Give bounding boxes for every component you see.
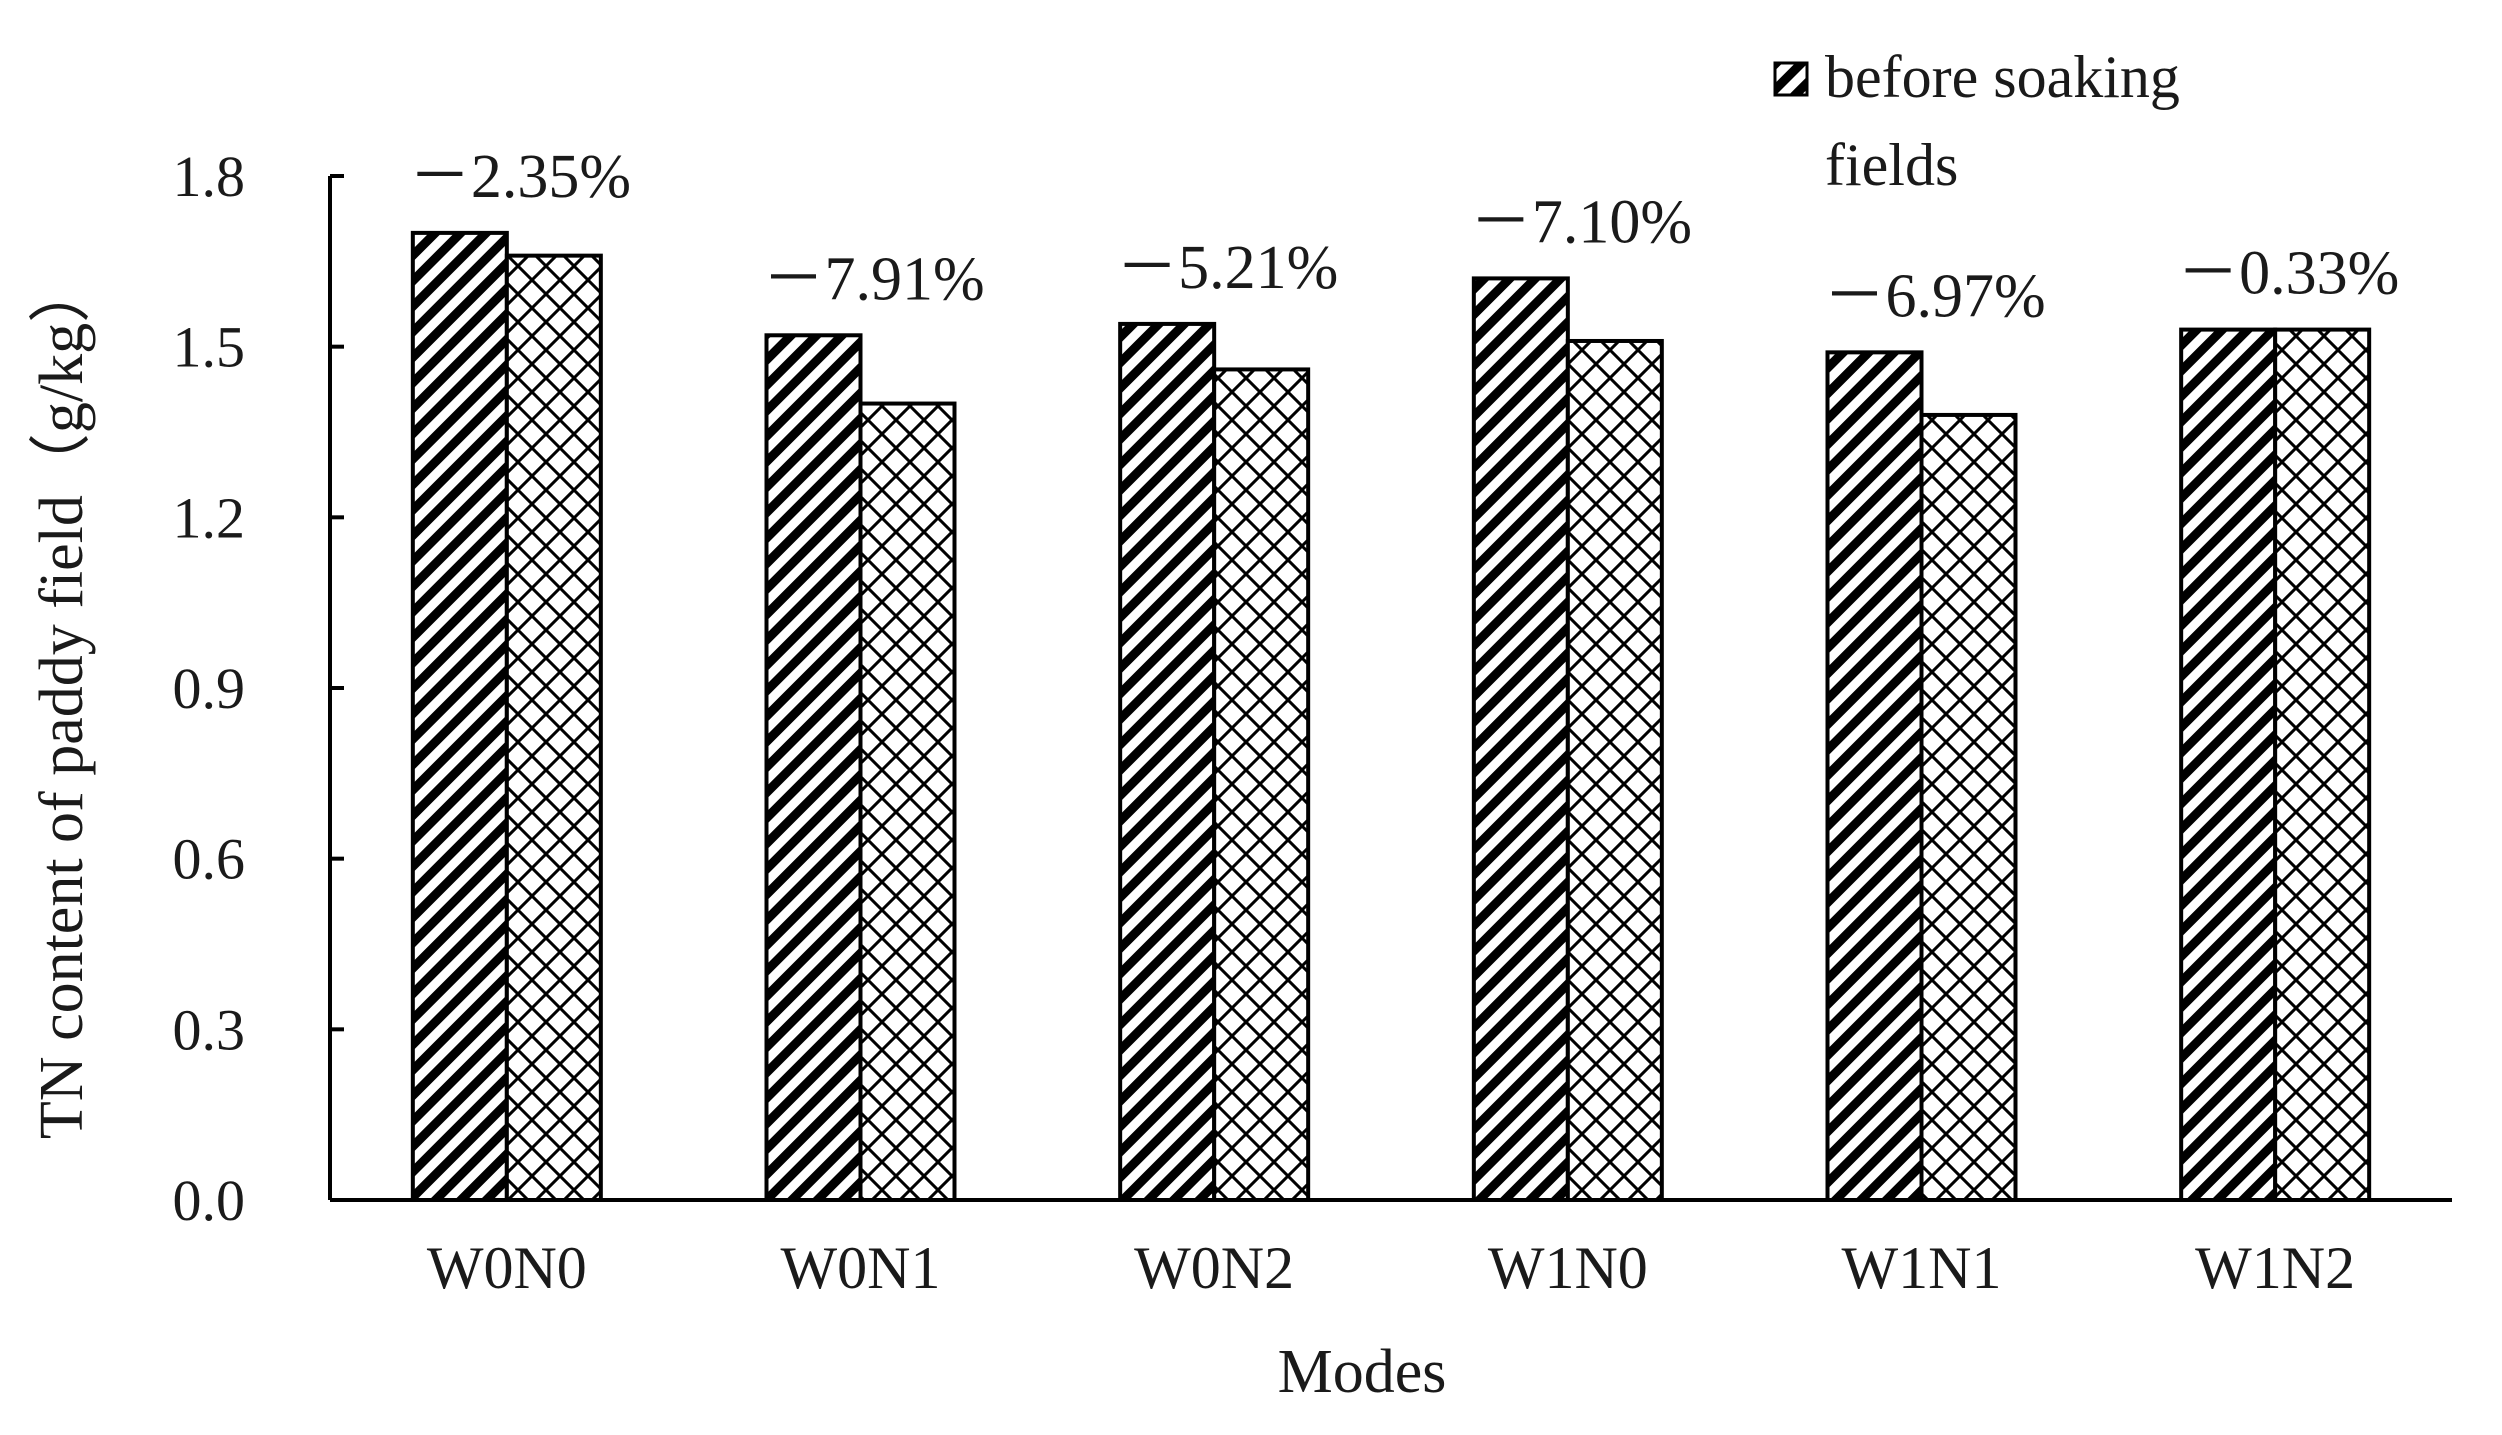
y-tick-label: 1.2 [173, 485, 246, 550]
bar-after-soaking [1919, 412, 2018, 1202]
x-tick-label: W0N2 [1134, 1235, 1294, 1301]
bar-after-soaking [1212, 367, 1311, 1202]
bar-before-soaking [1825, 350, 1924, 1203]
data-label-percent: －7.10% [1470, 188, 1692, 256]
y-tick-label: 1.5 [173, 315, 246, 380]
data-label-percent: －6.97% [1824, 262, 2046, 330]
x-axis-title: Modes [1278, 1338, 1447, 1406]
labels: W0N0 －2.35% W0N1 －7.91% W0N2 －5.21% W1N0 －7.10%… [409, 143, 2399, 1301]
axes: 0.0 0.3 0.6 0.9 1.2 1.5 1.8 [173, 144, 2452, 1233]
x-tick-label: W0N0 [427, 1235, 587, 1301]
bar-after-soaking [504, 253, 603, 1202]
x-tick-label: W1N2 [2195, 1235, 2355, 1301]
y-axis-title: TN content of paddy field（g/kg） [28, 261, 96, 1139]
data-label-percent: －2.35% [409, 143, 631, 211]
y-tick-label: 0.0 [173, 1168, 246, 1233]
y-tick-label: 1.8 [173, 144, 246, 209]
bar-before-soaking [1118, 321, 1217, 1202]
legend: before soaking fields [1773, 44, 2180, 198]
bars [410, 230, 2372, 1203]
bar-before-soaking [1471, 276, 1570, 1202]
data-label-percent: －0.33% [2177, 240, 2399, 308]
data-label-percent: －5.21% [1116, 234, 1338, 302]
bar-after-soaking [1565, 338, 1664, 1202]
x-tick-label: W1N1 [1842, 1235, 2002, 1301]
legend-swatch-before-soaking [1773, 61, 1809, 97]
bar-after-soaking [2273, 327, 2372, 1203]
x-tick-label: W1N0 [1488, 1235, 1648, 1301]
x-tick-label: W0N1 [781, 1235, 941, 1301]
bar-before-soaking [410, 230, 509, 1202]
y-tick-label: 0.6 [173, 827, 246, 892]
legend-label-line-2: fields [1825, 132, 1958, 198]
legend-label-line-1: before soaking [1825, 44, 2180, 110]
y-tick-label: 0.3 [173, 997, 246, 1062]
y-tick-label: 0.9 [173, 656, 246, 721]
data-label-percent: －7.91% [763, 245, 985, 313]
bar-before-soaking [2179, 327, 2278, 1203]
bar-before-soaking [764, 333, 863, 1202]
bar-after-soaking [858, 401, 957, 1202]
